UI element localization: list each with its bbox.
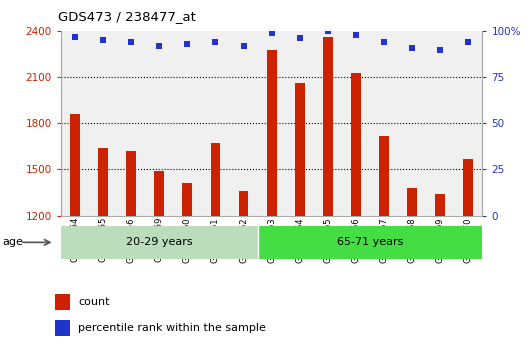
Point [408,45,417,50]
Bar [55,320,70,335]
Point [267,30,276,36]
Bar [379,136,389,216]
Bar [210,143,220,216]
Point [240,43,248,49]
Bar [351,72,361,216]
Text: age: age [3,237,23,247]
Bar [55,294,70,310]
Bar [126,151,136,216]
Point [127,39,136,45]
Point [379,39,388,45]
Point [211,39,219,45]
Bar [407,188,417,216]
Point [464,39,473,45]
Point [352,32,360,38]
Point [71,34,80,39]
Point [183,41,192,47]
Point [436,47,444,52]
Bar [435,194,445,216]
Text: 20-29 years: 20-29 years [126,237,192,247]
Text: GDS473 / 238477_at: GDS473 / 238477_at [58,10,196,23]
Bar [267,50,277,216]
Bar [154,171,164,216]
Bar [70,114,80,216]
Bar [463,159,473,216]
Bar [295,83,305,216]
Bar [98,148,108,216]
Text: 65-71 years: 65-71 years [337,237,403,247]
Bar [323,37,333,216]
Bar [258,226,482,259]
Text: percentile rank within the sample: percentile rank within the sample [78,323,266,333]
Bar [61,226,258,259]
Point [296,36,304,41]
Bar [238,191,249,216]
Text: count: count [78,297,110,307]
Point [155,43,163,49]
Bar [182,183,192,216]
Point [323,28,332,34]
Point [99,38,107,43]
